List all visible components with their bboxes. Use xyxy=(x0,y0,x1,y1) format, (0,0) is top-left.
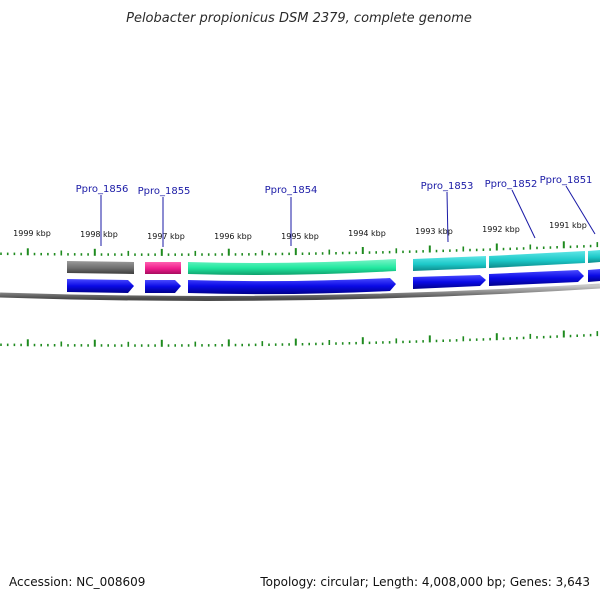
leader-line xyxy=(446,191,449,243)
kbp-label: 1997 kbp xyxy=(147,232,185,241)
gene-feature-track xyxy=(67,250,600,275)
gene-label-ppro-1855[interactable]: Ppro_1855 xyxy=(138,186,191,197)
map-title: Pelobacter propionicus DSM 2379, complet… xyxy=(126,11,472,26)
genome-summary-text: Topology: circular; Length: 4,008,000 bp… xyxy=(259,575,590,589)
kbp-label: 1994 kbp xyxy=(348,229,386,238)
cds-arrow[interactable] xyxy=(489,270,584,286)
kbp-label: 1996 kbp xyxy=(214,232,252,241)
gene-feature-ppro-1853[interactable] xyxy=(413,256,486,271)
gene-leader-lines xyxy=(100,185,596,247)
leader-line xyxy=(565,185,596,235)
kbp-label: 1992 kbp xyxy=(482,225,520,234)
kbp-label: 1995 kbp xyxy=(281,232,319,241)
gene-labels: Ppro_1856 Ppro_1855 Ppro_1854 Ppro_1853 … xyxy=(76,175,593,197)
genome-backbone xyxy=(0,283,600,301)
cds-arrow[interactable] xyxy=(188,278,396,295)
accession-text: Accession: NC_008609 xyxy=(9,575,145,589)
gene-label-ppro-1851[interactable]: Ppro_1851 xyxy=(540,175,593,186)
inner-tick-row xyxy=(0,330,599,347)
kbp-label: 1991 kbp xyxy=(549,221,587,230)
leader-line xyxy=(511,189,536,239)
gene-label-ppro-1853[interactable]: Ppro_1853 xyxy=(421,181,474,192)
gene-label-ppro-1852[interactable]: Ppro_1852 xyxy=(485,179,538,190)
kbp-labels: 1999 kbp 1998 kbp 1997 kbp 1996 kbp 1995… xyxy=(13,221,587,241)
gene-label-ppro-1854[interactable]: Ppro_1854 xyxy=(265,185,318,196)
gene-feature-ppro-1855[interactable] xyxy=(145,262,181,274)
gene-feature-ppro-1851[interactable] xyxy=(588,250,600,263)
kbp-label: 1999 kbp xyxy=(13,229,51,238)
cds-arrow[interactable] xyxy=(145,280,181,293)
kbp-label: 1993 kbp xyxy=(415,227,453,236)
cds-arrow[interactable] xyxy=(67,279,134,293)
gene-feature-ppro-1852[interactable] xyxy=(489,251,585,268)
cds-arrow[interactable] xyxy=(588,269,600,282)
outer-tick-row xyxy=(0,241,599,256)
kbp-label: 1998 kbp xyxy=(80,230,118,239)
gene-feature-ppro-1854[interactable] xyxy=(188,259,396,275)
cds-arrow[interactable] xyxy=(413,275,486,289)
gene-feature-ppro-1856[interactable] xyxy=(67,261,134,274)
cds-arrow-track xyxy=(67,269,600,295)
gene-label-ppro-1856[interactable]: Ppro_1856 xyxy=(76,184,129,195)
